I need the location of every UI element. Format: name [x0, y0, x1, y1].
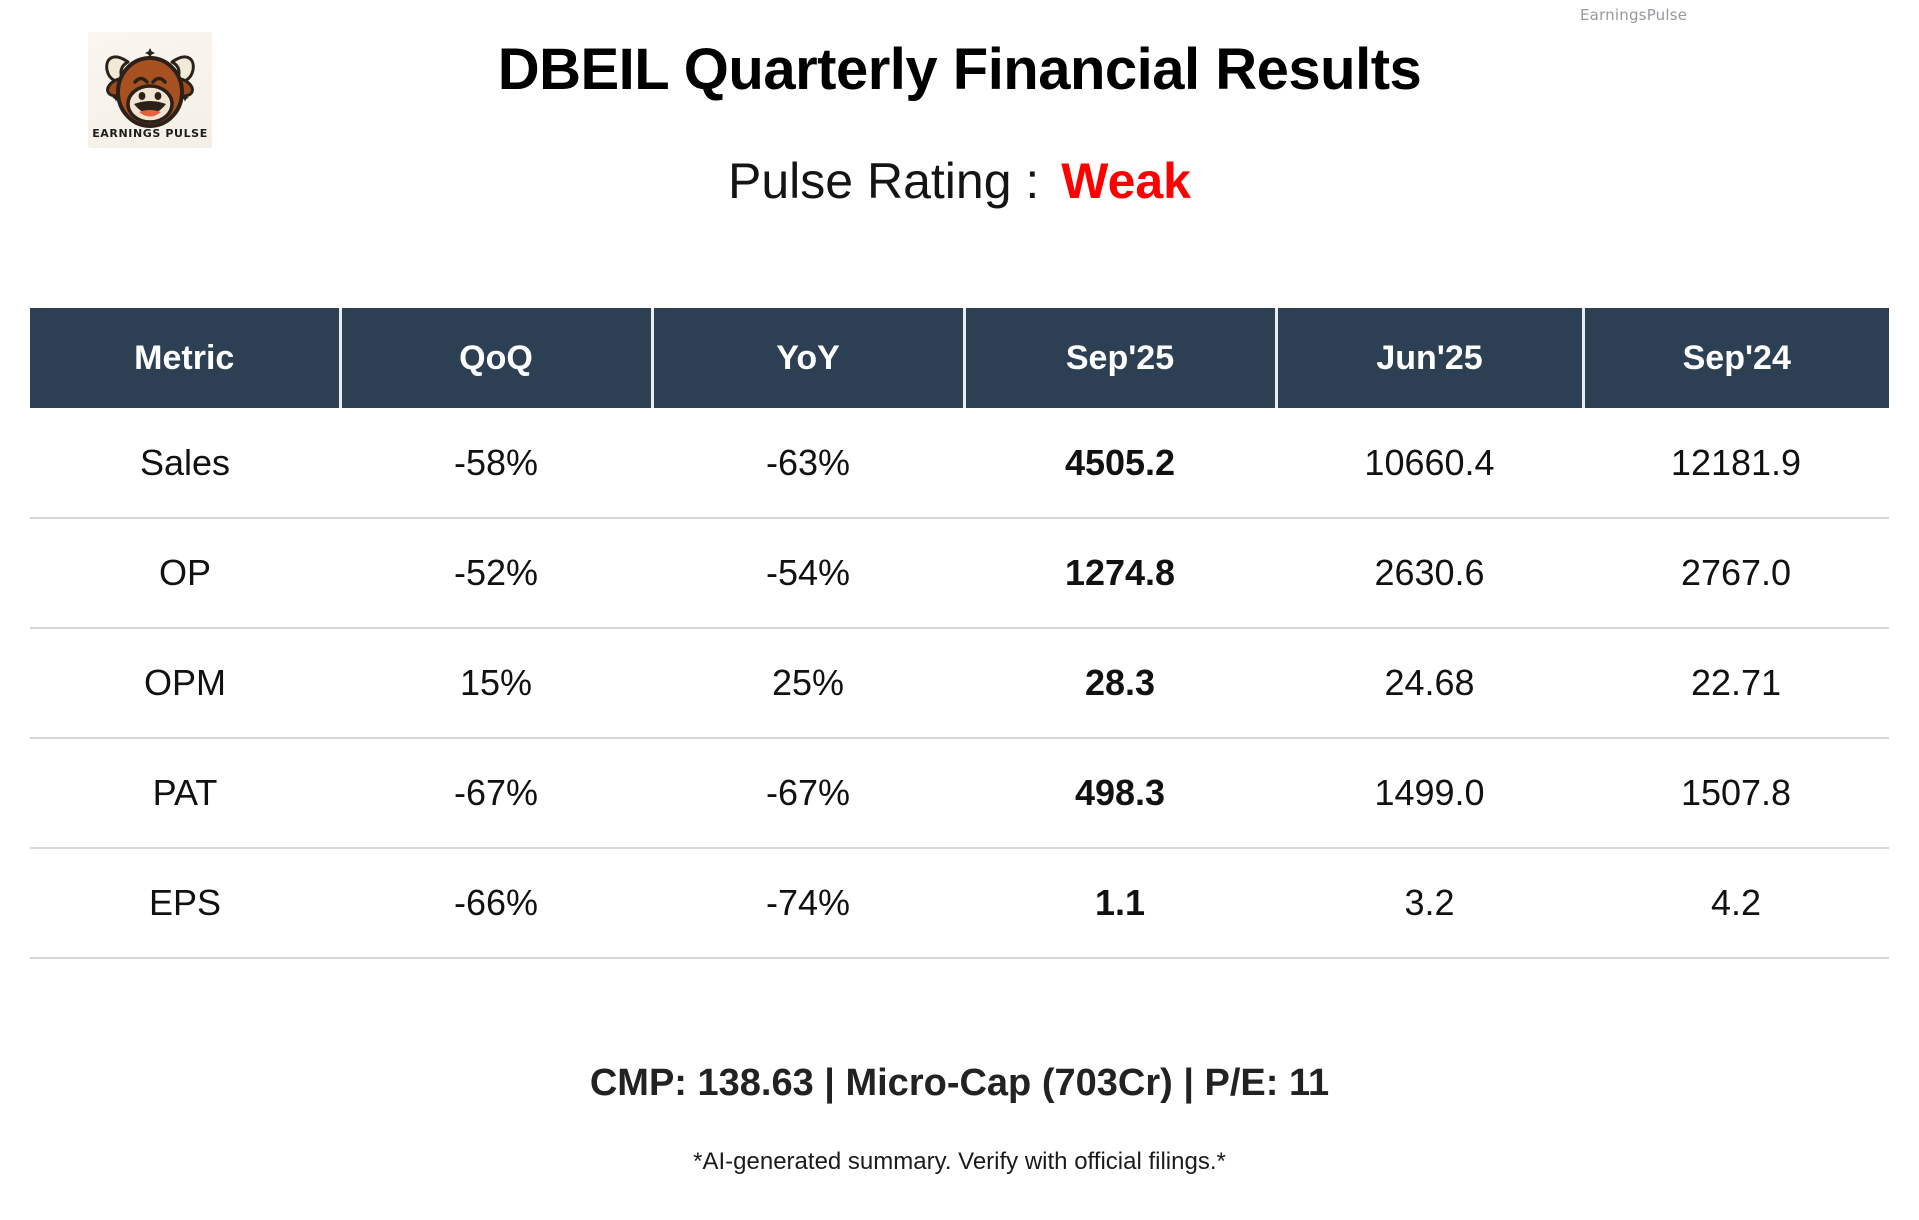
cell-year-ago: 2767.0	[1583, 518, 1889, 629]
column-header-metric: Metric	[30, 308, 342, 408]
cell-qoq: -52%	[340, 518, 652, 629]
cell-yoy: 25%	[652, 628, 964, 739]
cell-yoy: -54%	[652, 518, 964, 629]
cell-previous: 3.2	[1276, 848, 1583, 959]
cell-metric: OP	[30, 518, 340, 629]
cell-qoq: -67%	[340, 738, 652, 849]
table-row: EPS -66% -74% 1.1 3.2 4.2	[30, 848, 1889, 959]
cell-current: 28.3	[964, 628, 1276, 739]
cell-qoq: 15%	[340, 628, 652, 739]
table-header-row: Metric QoQ YoY Sep'25 Jun'25 Sep'24	[30, 308, 1889, 408]
column-header-sep25: Sep'25	[964, 308, 1278, 408]
column-header-jun25: Jun'25	[1276, 308, 1585, 408]
cell-year-ago: 4.2	[1583, 848, 1889, 959]
cell-current: 1.1	[964, 848, 1276, 959]
cell-yoy: -67%	[652, 738, 964, 849]
cell-year-ago: 12181.9	[1583, 408, 1889, 519]
cell-yoy: -63%	[652, 408, 964, 519]
cell-current: 4505.2	[964, 408, 1276, 519]
cell-year-ago: 1507.8	[1583, 738, 1889, 849]
brand-logo: EARNINGS PULSE	[88, 32, 212, 148]
table-row: OP -52% -54% 1274.8 2630.6 2767.0	[30, 518, 1889, 629]
column-header-yoy: YoY	[652, 308, 966, 408]
cell-year-ago: 22.71	[1583, 628, 1889, 739]
pulse-rating: Pulse Rating : Weak	[0, 152, 1919, 210]
cell-previous: 24.68	[1276, 628, 1583, 739]
logo-caption: EARNINGS PULSE	[92, 127, 208, 140]
cell-qoq: -58%	[340, 408, 652, 519]
watermark-top-right: EarningsPulse	[1580, 6, 1688, 24]
valuation-summary: CMP: 138.63 | Micro-Cap (703Cr) | P/E: 1…	[589, 1062, 1330, 1104]
pulse-rating-value: Weak	[1061, 153, 1191, 209]
cell-metric: Sales	[30, 408, 340, 519]
cell-yoy: -74%	[652, 848, 964, 959]
cell-current: 498.3	[964, 738, 1276, 849]
column-header-sep24: Sep'24	[1583, 308, 1889, 408]
page-title: DBEIL Quarterly Financial Results	[497, 37, 1422, 102]
table-row: OPM 15% 25% 28.3 24.68 22.71	[30, 628, 1889, 739]
cell-previous: 2630.6	[1276, 518, 1583, 629]
disclaimer-text: *AI-generated summary. Verify with offic…	[693, 1148, 1226, 1175]
cell-previous: 10660.4	[1276, 408, 1583, 519]
cell-previous: 1499.0	[1276, 738, 1583, 849]
column-header-qoq: QoQ	[340, 308, 654, 408]
table-row: Sales -58% -63% 4505.2 10660.4 12181.9	[30, 408, 1889, 519]
cell-metric: EPS	[30, 848, 340, 959]
cell-metric: PAT	[30, 738, 340, 849]
cell-current: 1274.8	[964, 518, 1276, 629]
bull-mascot-icon	[105, 48, 195, 128]
cell-qoq: -66%	[340, 848, 652, 959]
cell-metric: OPM	[30, 628, 340, 739]
table-row: PAT -67% -67% 498.3 1499.0 1507.8	[30, 738, 1889, 849]
pulse-rating-label: Pulse Rating :	[728, 153, 1040, 209]
financial-results-table: Metric QoQ YoY Sep'25 Jun'25 Sep'24 Sale…	[30, 308, 1889, 959]
